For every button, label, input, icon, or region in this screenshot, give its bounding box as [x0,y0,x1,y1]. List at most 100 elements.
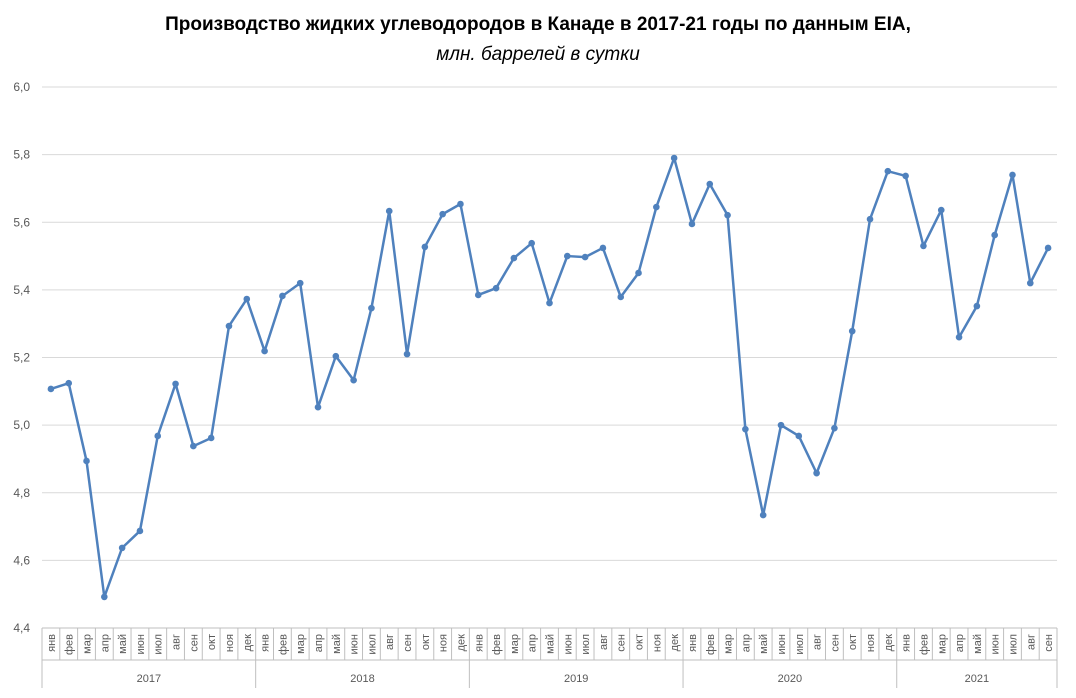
data-point [225,322,233,330]
data-point [724,211,731,219]
data-point [65,379,73,387]
month-label: май [331,634,343,654]
month-label: янв [473,634,485,652]
data-point [581,253,589,261]
data-point [403,350,411,358]
month-label: окт [206,634,218,650]
month-label: окт [847,634,859,650]
data-point [314,403,322,411]
data-point [154,432,162,440]
data-point [83,457,90,465]
month-label: сен [829,634,841,652]
month-label: ноя [865,634,877,652]
month-label: мар [509,634,521,654]
data-point [172,380,179,388]
data-point [920,242,927,250]
data-point [706,180,714,188]
year-label: 2018 [350,673,374,685]
data-point [261,347,268,355]
y-tick-label: 4,8 [13,486,30,500]
chart-subtitle: млн. баррелей в сутки [436,44,640,65]
month-label: дек [883,634,895,652]
month-label: ноя [224,634,236,652]
data-point [332,352,340,360]
data-point [848,327,856,335]
data-point [937,206,945,214]
month-label: фев [705,634,717,655]
data-point [777,421,785,429]
data-point [617,293,625,301]
data-point [474,291,482,299]
month-label: апр [954,634,966,652]
data-point [101,593,108,601]
month-label: июл [153,634,165,655]
y-tick-label: 5,6 [13,215,30,229]
data-point [296,279,304,287]
month-label: дек [669,634,681,652]
data-point [421,243,429,251]
month-label: авг [812,634,824,650]
data-point [866,215,874,223]
month-label: авг [384,634,396,650]
month-label: янв [260,634,272,652]
month-label: июн [776,634,788,654]
data-point [635,269,642,277]
y-tick-label: 4,6 [13,553,30,567]
series-line [50,156,1050,599]
data-point [688,220,696,228]
month-label: янв [901,634,913,652]
month-label: дек [455,634,467,652]
data-point [47,385,55,393]
data-point [190,442,197,450]
data-point [1009,171,1016,179]
data-point [510,254,518,262]
month-label: фев [918,634,930,655]
month-label: май [758,634,770,654]
month-label: мар [82,634,94,654]
data-point [439,210,446,218]
month-label: июл [366,634,378,655]
data-point [599,244,607,252]
month-label: апр [99,634,111,652]
data-point [1044,244,1052,252]
month-label: сен [1043,634,1055,652]
month-label: мар [295,634,307,654]
month-label: янв [46,634,58,652]
data-point [653,203,660,211]
data-point [207,434,215,442]
month-label: апр [313,634,325,652]
month-label: мар [723,634,735,654]
data-point [457,200,464,208]
data-point [831,424,838,432]
month-label: апр [527,634,539,652]
month-label: мар [936,634,948,654]
chart-title: Производство жидких углеводородов в Кана… [165,14,911,35]
data-point [759,511,767,519]
y-tick-label: 5,0 [13,418,30,432]
month-label: фев [64,634,76,655]
data-point [902,172,909,180]
data-point [670,154,678,162]
month-label: окт [634,634,646,650]
data-point [955,333,963,341]
data-point [813,469,820,477]
month-label: авг [1025,634,1037,650]
data-point [564,252,571,260]
data-point [385,207,393,215]
month-label: июл [794,634,806,655]
data-point [546,299,553,307]
month-label: апр [740,634,752,652]
y-tick-label: 5,8 [13,148,30,162]
y-tick-label: 5,4 [13,283,30,297]
month-label: май [545,634,557,654]
month-label: авг [171,634,183,650]
month-label: июн [135,634,147,654]
year-label: 2020 [778,673,802,685]
month-label: окт [420,634,432,650]
data-point [279,292,286,300]
month-label: сен [188,634,200,652]
month-label: дек [242,634,254,652]
data-point [368,304,375,312]
data-point [1026,279,1034,287]
data-point [528,239,535,247]
